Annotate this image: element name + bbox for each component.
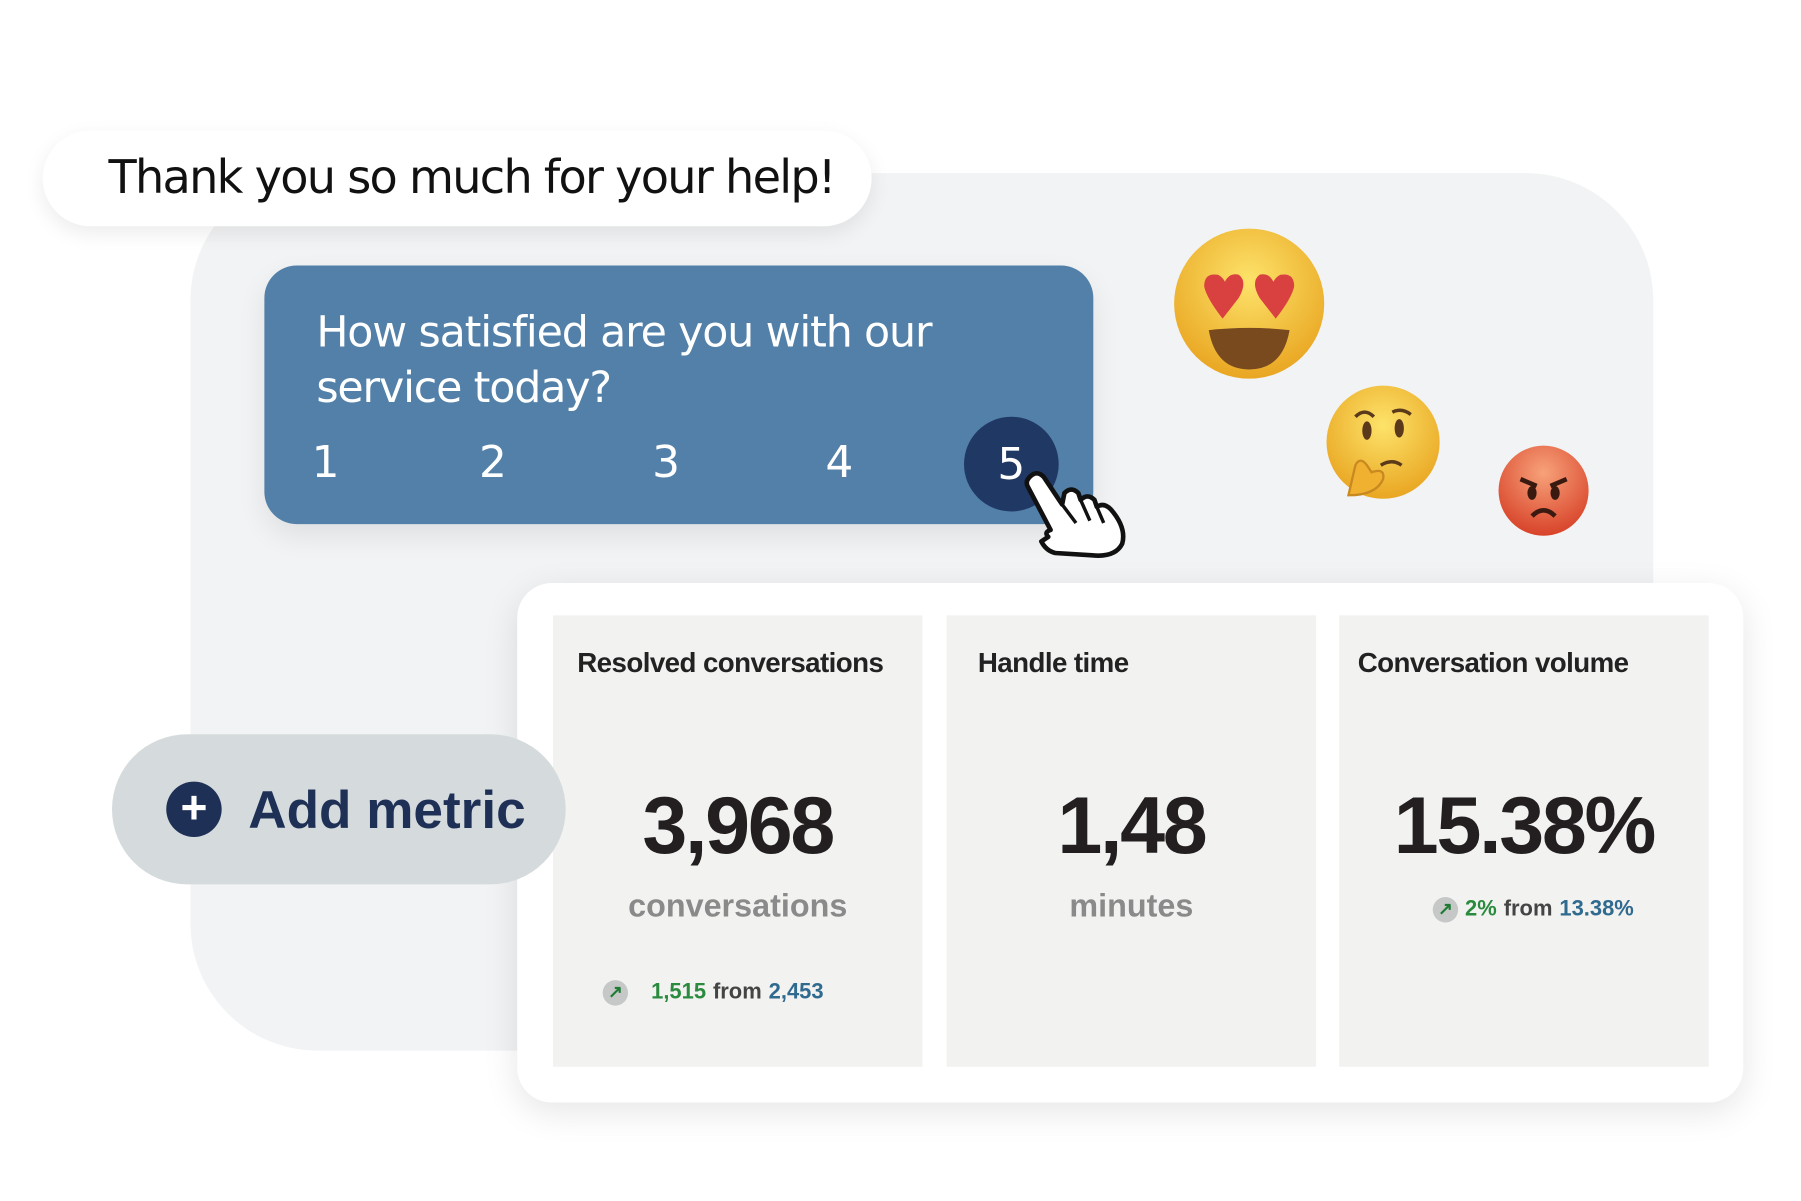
delta-change: 2% (1465, 897, 1497, 922)
hand-pointer-cursor-icon (1024, 471, 1126, 558)
delta-from-label: from (1503, 897, 1553, 922)
customer-chat-bubble: Thank you so much for your help! (42, 130, 872, 227)
rating-option-1[interactable]: 1 (311, 436, 340, 488)
metric-delta: ↗ 2% from 13.38% (1432, 897, 1634, 923)
delta-change: 1,515 (651, 980, 707, 1005)
rating-option-3[interactable]: 3 (652, 436, 681, 488)
add-metric-label: Add metric (248, 779, 526, 840)
metric-delta: ↗ 1,515 from 2,453 (602, 980, 824, 1006)
metrics-panel: Resolved conversations 3,968 conversatio… (517, 583, 1744, 1103)
metric-title: Handle time (977, 647, 1129, 679)
add-metric-button[interactable]: + Add metric (111, 734, 566, 885)
customer-message: Thank you so much for your help! (108, 151, 837, 205)
delta-from-label: from (712, 980, 762, 1005)
metric-value: 3,968 (642, 780, 835, 871)
angry-emoji-icon (1498, 445, 1589, 536)
plus-circle-icon: + (166, 781, 222, 838)
rating-option-2[interactable]: 2 (479, 436, 507, 488)
metric-unit: conversations (628, 887, 848, 924)
heart-eyes-emoji-icon (1174, 228, 1325, 379)
rating-option-4[interactable]: 4 (825, 436, 854, 488)
metric-unit: minutes (1069, 887, 1194, 924)
delta-previous: 2,453 (768, 980, 824, 1005)
metric-title: Resolved conversations (577, 647, 884, 679)
trend-up-arrow-icon: ↗ (1432, 897, 1459, 923)
delta-previous: 13.38% (1559, 897, 1634, 922)
metric-card-resolved-conversations[interactable]: Resolved conversations 3,968 conversatio… (553, 615, 923, 1067)
metric-card-conversation-volume[interactable]: Conversation volume 15.38% ↗ 2% from 13.… (1339, 615, 1709, 1067)
trend-up-arrow-icon: ↗ (602, 980, 629, 1006)
metric-card-handle-time[interactable]: Handle time 1,48 minutes (946, 615, 1317, 1067)
metric-value: 15.38% (1393, 780, 1657, 871)
survey-question: How satisfied are you with our service t… (316, 307, 932, 413)
metric-value: 1,48 (1057, 780, 1207, 871)
thinking-emoji-icon (1326, 385, 1440, 499)
metric-title: Conversation volume (1357, 647, 1629, 679)
satisfaction-survey-card: How satisfied are you with our service t… (264, 265, 1094, 525)
